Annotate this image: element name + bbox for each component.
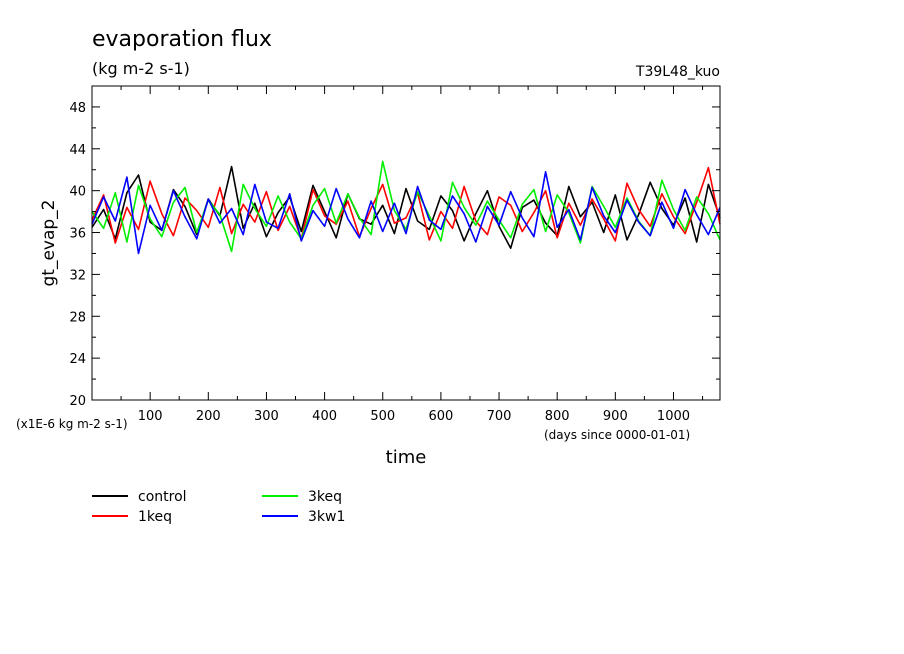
y-tick-label: 36 — [69, 227, 86, 242]
x-tick-label: 100 — [138, 409, 163, 424]
x-tick-label: 1000 — [657, 409, 690, 424]
series-line-3kw1 — [91, 171, 721, 255]
series-line-control — [91, 165, 721, 249]
plot-frame — [91, 85, 721, 401]
x-axis-ticks: 100 200 300 400 500 600 700 800 900 1000 — [120, 86, 704, 424]
x-axis-label: time — [386, 447, 427, 468]
y-axis-ticks: 20 24 28 32 36 40 44 48 — [69, 85, 720, 409]
x-tick-label: 800 — [545, 409, 570, 424]
series-line-3keq — [91, 160, 721, 253]
x-tick-label: 500 — [370, 409, 395, 424]
x-unit-note: (days since 0000-01-01) — [544, 428, 690, 442]
legend-label-1keq: 1keq — [138, 509, 172, 525]
x-tick-label: 700 — [487, 409, 512, 424]
legend-label-3keq: 3keq — [308, 489, 342, 505]
y-tick-label: 44 — [69, 143, 86, 158]
y-tick-label: 40 — [69, 185, 86, 200]
legend-label-control: control — [138, 489, 187, 505]
x-tick-label: 400 — [312, 409, 337, 424]
x-tick-label: 200 — [196, 409, 221, 424]
y-tick-label: 28 — [69, 310, 86, 325]
chart-tag: T39L48_kuo — [635, 64, 720, 80]
x-tick-label: 900 — [603, 409, 628, 424]
y-axis-label: gt_evap_2 — [39, 199, 59, 286]
y-tick-label: 24 — [69, 352, 86, 367]
x-tick-label: 600 — [428, 409, 453, 424]
legend: control 1keq 3keq 3kw1 — [92, 489, 345, 525]
legend-label-3kw1: 3kw1 — [308, 509, 345, 525]
x-tick-label: 300 — [254, 409, 279, 424]
y-tick-label: 32 — [69, 268, 86, 283]
y-tick-label: 48 — [69, 101, 86, 116]
chart-title: evaporation flux — [92, 27, 272, 52]
y-tick-label: 20 — [69, 394, 86, 409]
series-line-1keq — [91, 166, 721, 244]
chart-subtitle: (kg m-2 s-1) — [92, 59, 190, 78]
y-unit-note: (x1E-6 kg m-2 s-1) — [16, 417, 128, 431]
plot-area — [91, 160, 721, 255]
